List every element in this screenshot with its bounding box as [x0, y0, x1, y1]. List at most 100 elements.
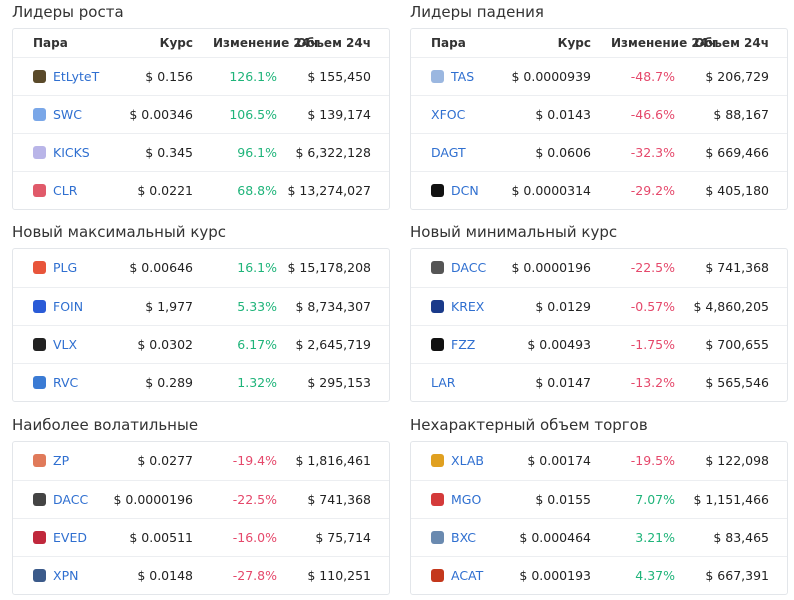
pair-name: EtLyteT	[53, 69, 100, 84]
price: $ 0.0148	[137, 568, 193, 583]
table-row: KREX $ 0.0129 -0.57% $ 4,860,205	[411, 287, 787, 326]
panel: PLG $ 0.00646 16.1% $ 15,178,208 FOIN $ 1,977…	[12, 248, 390, 402]
price: $ 0.289	[145, 375, 193, 390]
coin-icon	[431, 300, 444, 313]
volume: $ 139,174	[307, 107, 371, 122]
table-row: VLX $ 0.0302 6.17% $ 2,645,719	[13, 325, 389, 364]
table-header: Пара Курс Изменение 24ч Объем 24ч	[411, 29, 787, 57]
table-row: EtLyteT $ 0.156 126.1% $ 155,450	[13, 57, 389, 96]
coin-icon	[33, 300, 46, 313]
coin-icon	[33, 338, 46, 351]
table-row: ZP $ 0.0277 -19.4% $ 1,816,461	[13, 442, 389, 480]
coin-icon	[431, 454, 444, 467]
column-header: Объем 24ч	[296, 36, 371, 50]
table-row: EVED $ 0.00511 -16.0% $ 75,714	[13, 518, 389, 557]
change: 3.21%	[635, 530, 675, 545]
price: $ 0.00346	[129, 107, 193, 122]
panel: XLAB $ 0.00174 -19.5% $ 122,098 MGO $ 0.0155 7…	[410, 441, 788, 595]
coin-icon	[33, 493, 46, 506]
table-row: XFOC $ 0.0143 -46.6% $ 88,167	[411, 95, 787, 134]
coin-icon	[431, 569, 444, 582]
volume: $ 405,180	[705, 183, 769, 198]
panel-title: Наиболее волатильные	[12, 416, 199, 434]
table-row: RVC $ 0.289 1.32% $ 295,153	[13, 363, 389, 402]
pair-name: CLR	[53, 183, 78, 198]
table-row: DACC $ 0.0000196 -22.5% $ 741,368	[411, 249, 787, 287]
coin-icon	[33, 70, 46, 83]
change: -19.5%	[630, 453, 675, 468]
volume: $ 122,098	[705, 453, 769, 468]
pair-name: ZP	[53, 453, 70, 468]
volume: $ 155,450	[307, 69, 371, 84]
change: -22.5%	[630, 260, 675, 275]
price: $ 0.0143	[535, 107, 591, 122]
change: -13.2%	[630, 375, 675, 390]
volume: $ 669,466	[705, 145, 769, 160]
table-row: DCN $ 0.0000314 -29.2% $ 405,180	[411, 171, 787, 210]
price: $ 0.0000196	[113, 492, 193, 507]
volume: $ 83,465	[713, 530, 769, 545]
volume: $ 4,860,205	[693, 299, 769, 314]
table-row: TAS $ 0.0000939 -48.7% $ 206,729	[411, 57, 787, 96]
price: $ 0.00174	[527, 453, 591, 468]
volume: $ 2,645,719	[295, 337, 371, 352]
change: -19.4%	[232, 453, 277, 468]
price: $ 0.0302	[137, 337, 193, 352]
pair-name: LAR	[431, 375, 456, 390]
price: $ 0.0606	[535, 145, 591, 160]
change: 4.37%	[635, 568, 675, 583]
pair-name: DAGT	[431, 145, 466, 160]
pair-name: XFOC	[431, 107, 466, 122]
table-row: ACAT $ 0.000193 4.37% $ 667,391	[411, 556, 787, 595]
table-row: SWC $ 0.00346 106.5% $ 139,174	[13, 95, 389, 134]
price: $ 0.0000939	[511, 69, 591, 84]
coin-icon	[431, 531, 444, 544]
pair-name: DCN	[451, 183, 479, 198]
price: $ 0.0155	[535, 492, 591, 507]
table-row: FOIN $ 1,977 5.33% $ 8,734,307	[13, 287, 389, 326]
panel-title: Лидеры падения	[410, 3, 544, 21]
column-header: Изменение 24ч	[213, 36, 319, 50]
table-row: BXC $ 0.000464 3.21% $ 83,465	[411, 518, 787, 557]
pair-name: KREX	[451, 299, 485, 314]
coin-icon	[33, 531, 46, 544]
change: 96.1%	[237, 145, 277, 160]
change: 1.32%	[237, 375, 277, 390]
coin-icon	[33, 261, 46, 274]
price: $ 0.00511	[129, 530, 193, 545]
change: -32.3%	[630, 145, 675, 160]
volume: $ 741,368	[705, 260, 769, 275]
pair-name: PLG	[53, 260, 78, 275]
change: 126.1%	[229, 69, 277, 84]
change: 5.33%	[237, 299, 277, 314]
price: $ 0.345	[145, 145, 193, 160]
pair-name: TAS	[451, 69, 475, 84]
change: 106.5%	[229, 107, 277, 122]
coin-icon	[431, 493, 444, 506]
change: -46.6%	[630, 107, 675, 122]
volume: $ 565,546	[705, 375, 769, 390]
panel-title: Лидеры роста	[12, 3, 124, 21]
column-header: Пара	[431, 36, 466, 50]
table-header: Пара Курс Изменение 24ч Объем 24ч	[13, 29, 389, 57]
change: -22.5%	[232, 492, 277, 507]
volume: $ 110,251	[307, 568, 371, 583]
volume: $ 8,734,307	[295, 299, 371, 314]
price: $ 0.156	[145, 69, 193, 84]
coin-icon	[33, 146, 46, 159]
price: $ 0.0277	[137, 453, 193, 468]
table-row: XPN $ 0.0148 -27.8% $ 110,251	[13, 556, 389, 595]
coin-icon	[33, 454, 46, 467]
price: $ 0.0221	[137, 183, 193, 198]
price: $ 0.00646	[129, 260, 193, 275]
volume: $ 206,729	[705, 69, 769, 84]
panel-title: Новый минимальный курс	[410, 223, 618, 241]
change: -16.0%	[232, 530, 277, 545]
pair-name: BXC	[451, 530, 476, 545]
panel: ZP $ 0.0277 -19.4% $ 1,816,461 DACC $ 0.00001…	[12, 441, 390, 595]
price: $ 1,977	[145, 299, 193, 314]
price: $ 0.0147	[535, 375, 591, 390]
panel: Пара Курс Изменение 24ч Объем 24ч EtLyteT $ 0…	[12, 28, 390, 210]
table-row: CLR $ 0.0221 68.8% $ 13,274,027	[13, 171, 389, 210]
